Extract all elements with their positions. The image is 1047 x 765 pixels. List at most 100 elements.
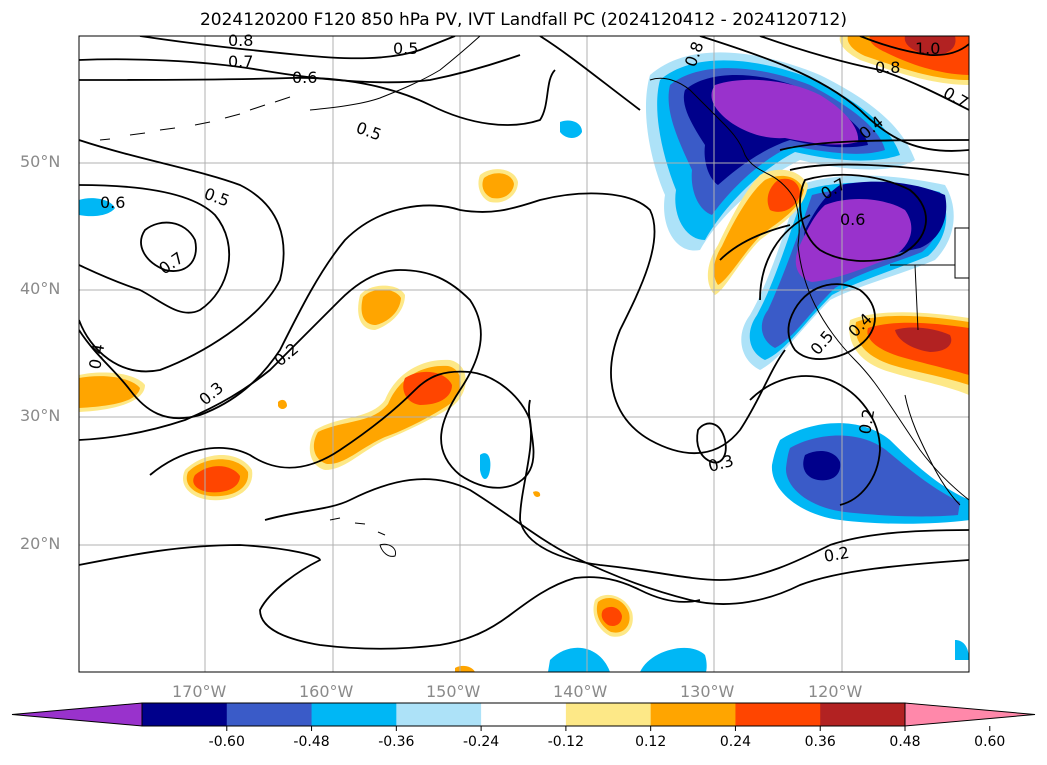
contour-line <box>789 163 969 176</box>
lon-label-130w: 130°W <box>680 682 735 701</box>
contour-label: 0.5 <box>807 327 838 359</box>
contour-line <box>779 139 969 151</box>
pos-region-157w-l2 <box>361 289 401 325</box>
pos-region-ne-corner-l4 <box>904 36 956 56</box>
contour-line <box>149 370 969 581</box>
map-frame <box>78 35 970 673</box>
lat-label-40n: 40°N <box>20 279 61 298</box>
neg-region-pacific-nw-l5 <box>795 198 912 282</box>
pos-region-147w-l2 <box>482 173 514 199</box>
contour-line <box>719 224 791 261</box>
contour-line <box>140 221 197 272</box>
coastline-us-west <box>797 244 969 501</box>
neg-region-subtropical-l3 <box>803 450 841 481</box>
contour-line <box>749 375 881 506</box>
coastline-baja <box>904 394 961 506</box>
contour-label: 0.5 <box>202 184 232 211</box>
neg-region-small-4 <box>640 647 707 672</box>
colorbar-segment <box>565 703 652 726</box>
contour-label: 0.7 <box>228 52 253 71</box>
lon-label-160w: 160°W <box>299 682 354 701</box>
contour-label: 0.3 <box>706 451 736 476</box>
pos-region-band-l3 <box>403 371 452 405</box>
colorbar <box>11 702 1036 731</box>
colorbar-extend-high <box>904 702 1036 727</box>
contour-line <box>79 192 786 454</box>
contour-line <box>859 36 969 56</box>
colorbar-tick-label: 0.24 <box>719 734 752 750</box>
coastline-hawaii <box>329 517 397 557</box>
colorbar-segment <box>820 703 906 726</box>
colorbar-tick-label: -0.24 <box>462 734 500 750</box>
contour-label: 1.0 <box>915 39 940 58</box>
contour-label: 0.2 <box>855 407 878 435</box>
neg-region-small-1 <box>560 120 582 138</box>
shaded-regions <box>79 36 969 672</box>
neg-region-small-3 <box>548 647 610 672</box>
neg-region-gulf-alaska-l5 <box>711 79 859 145</box>
lat-label-50n: 50°N <box>20 152 61 171</box>
colorbar-tick-label: 0.60 <box>974 734 1006 750</box>
pos-region-tiny-1 <box>455 665 475 672</box>
lat-label-20n: 20°N <box>20 534 61 553</box>
colorbar-segment <box>650 703 736 726</box>
colorbar-tick-label: 0.48 <box>889 734 921 750</box>
contour-label: 0.4 <box>85 342 108 370</box>
colorbar-tick-label: 0.36 <box>804 734 836 750</box>
contour-label: 0.7 <box>155 248 187 278</box>
contour-label: 0.2 <box>822 543 850 566</box>
colorbar-extend-low <box>11 702 143 727</box>
pos-region-south-l3 <box>601 606 622 626</box>
contour-line <box>799 173 927 262</box>
contour-label: 0.6 <box>840 210 865 229</box>
contour-line <box>539 36 641 111</box>
lat-label-30n: 30°N <box>20 406 61 425</box>
contour-line <box>79 184 231 314</box>
coastline-se-alaska <box>649 77 771 176</box>
contour-line <box>139 36 456 60</box>
colorbar-tick-label: 0.12 <box>635 734 667 750</box>
colorbar-segment <box>481 703 567 726</box>
contour-line <box>79 69 556 126</box>
colorbar-segment <box>226 703 313 726</box>
coastline-aleutians <box>99 96 291 141</box>
contour-line <box>264 478 969 605</box>
lon-label-150w: 150°W <box>426 682 481 701</box>
colorbar-frame <box>141 702 906 727</box>
pos-region-tiny-2 <box>278 399 287 409</box>
contour-line <box>79 269 535 489</box>
coastline-bc <box>769 174 800 246</box>
contour-label: 0.5 <box>354 118 384 145</box>
lon-label-120w: 120°W <box>808 682 863 701</box>
coastline-box <box>890 227 969 331</box>
pv-contours <box>79 36 969 650</box>
coastline-alaska <box>309 36 481 111</box>
colorbar-tick-label: -0.12 <box>547 734 584 750</box>
contour-line <box>699 36 969 152</box>
contour-line <box>759 36 969 111</box>
contour-line <box>759 214 811 301</box>
contour-line <box>79 544 701 650</box>
contour-label: 0.8 <box>875 58 900 77</box>
colorbar-tick-label: -0.36 <box>378 734 415 750</box>
pos-region-socal-l4 <box>895 327 952 352</box>
colorbar-segment <box>142 703 228 726</box>
neg-region-small-6 <box>955 640 969 660</box>
lon-label-170w: 170°W <box>172 682 227 701</box>
colorbar-tick-label: -0.60 <box>208 734 245 750</box>
colorbar-segment <box>735 703 821 726</box>
pos-region-tiny-3 <box>533 491 541 497</box>
neg-region-small-2 <box>480 453 491 479</box>
contour-label: 0.5 <box>393 39 418 58</box>
lon-label-140w: 140°W <box>553 682 608 701</box>
contour-line <box>79 139 285 373</box>
pos-region-oregon-l3 <box>767 178 800 212</box>
map-title: 2024120200 F120 850 hPa PV, IVT Landfall… <box>199 10 847 30</box>
contour-label: 0.8 <box>228 31 253 50</box>
neg-region-small-5 <box>79 198 115 217</box>
contour-line <box>787 283 876 360</box>
contour-line <box>696 422 727 464</box>
colorbar-segment <box>396 703 482 726</box>
colorbar-tick-label: -0.48 <box>293 734 330 750</box>
